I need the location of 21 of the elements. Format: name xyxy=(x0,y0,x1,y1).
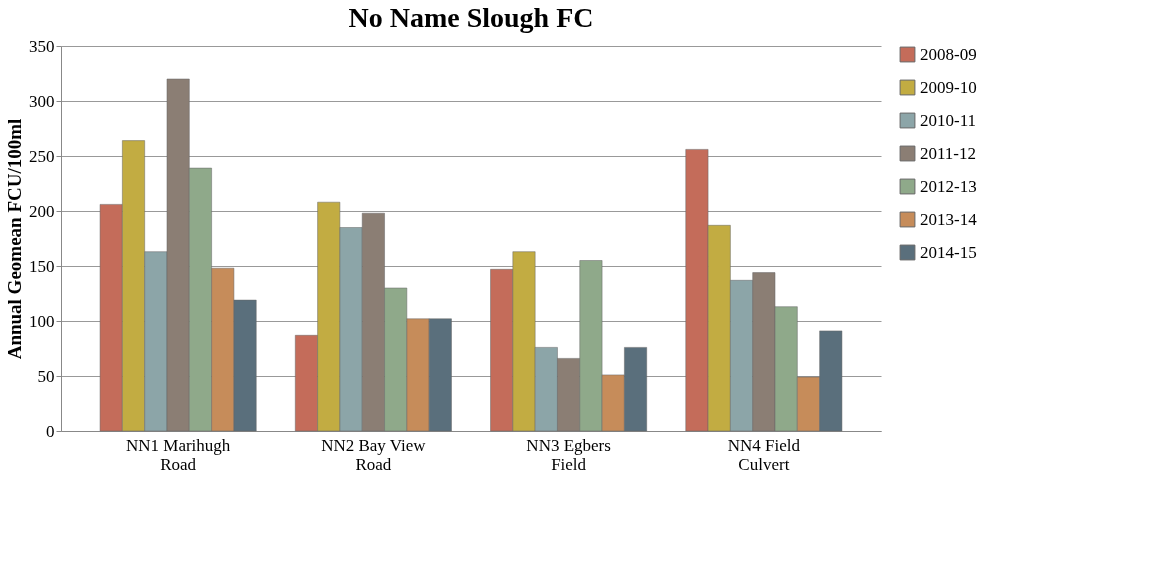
legend-label: 2011-12 xyxy=(920,143,977,163)
x-tick-label: NN4 Field Culvert xyxy=(727,435,801,474)
legend-label: 2010-11 xyxy=(920,110,977,130)
legend-label: 2012-13 xyxy=(920,176,977,196)
x-tick-label: NN2 Bay View Road xyxy=(321,435,427,474)
legend-label: 2014-15 xyxy=(920,242,977,262)
x-tick-label: NN1 Marihugh Road xyxy=(125,435,231,474)
y-tick-label: 0 xyxy=(46,421,55,441)
y-tick-label: 150 xyxy=(29,256,55,276)
y-tick-label: 100 xyxy=(29,311,55,331)
y-tick-label: 50 xyxy=(37,366,55,386)
chart-title: No Name Slough FC xyxy=(348,2,594,33)
y-tick-label: 300 xyxy=(29,91,55,111)
y-tick-label: 350 xyxy=(29,36,55,56)
y-tick-label: 200 xyxy=(29,201,55,221)
legend-label: 2009-10 xyxy=(920,77,977,97)
legend-label: 2013-14 xyxy=(920,209,978,229)
y-tick-label: 250 xyxy=(29,146,55,166)
legend-label: 2008-09 xyxy=(920,44,977,64)
y-axis-title: Annual Geomean FCU/100ml xyxy=(4,118,25,360)
x-tick-label: NN3 Egbers Field xyxy=(526,435,611,474)
